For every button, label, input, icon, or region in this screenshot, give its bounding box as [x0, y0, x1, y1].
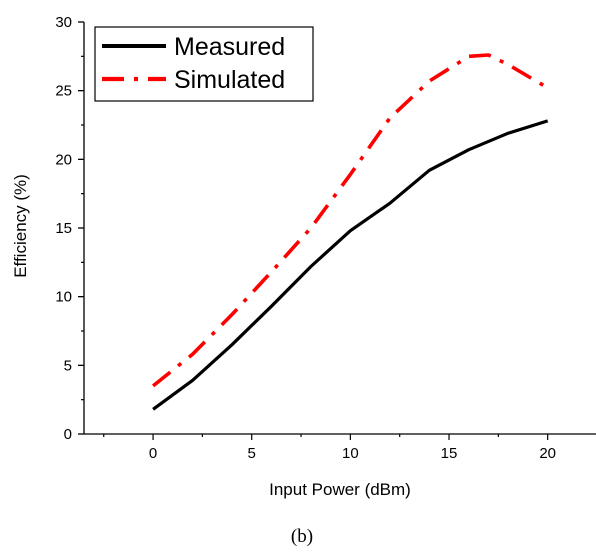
- x-axis-ticks: 0 5 10 15 20: [103, 434, 556, 462]
- x-tick-label: 0: [149, 445, 157, 462]
- y-axis-ticks: 0 5 10 15 20 25 30: [55, 14, 84, 443]
- series-layer: [151, 53, 549, 411]
- x-tick-label: 5: [248, 445, 256, 462]
- x-tick-label: 10: [342, 445, 359, 462]
- y-tick-label: 5: [64, 357, 72, 374]
- legend-box: [94, 26, 314, 102]
- series-line-simulated: [151, 53, 549, 388]
- figure-caption: (b): [291, 526, 313, 547]
- y-tick-label: 10: [55, 289, 72, 306]
- y-axis-title: Efficiency (%): [11, 174, 30, 278]
- y-tick-label: 0: [64, 426, 72, 443]
- legend-label-simulated: Simulated: [174, 66, 285, 94]
- x-tick-label: 20: [539, 445, 556, 462]
- legend: Measured Simulated: [94, 26, 314, 102]
- legend-label-measured: Measured: [174, 33, 285, 61]
- series-line-measured: [152, 119, 549, 411]
- y-tick-label: 20: [55, 151, 72, 168]
- y-tick-label: 15: [55, 220, 72, 237]
- y-tick-label: 25: [55, 83, 72, 100]
- x-axis-title: Input Power (dBm): [269, 480, 411, 499]
- x-tick-label: 15: [441, 445, 458, 462]
- y-tick-label: 30: [55, 14, 72, 31]
